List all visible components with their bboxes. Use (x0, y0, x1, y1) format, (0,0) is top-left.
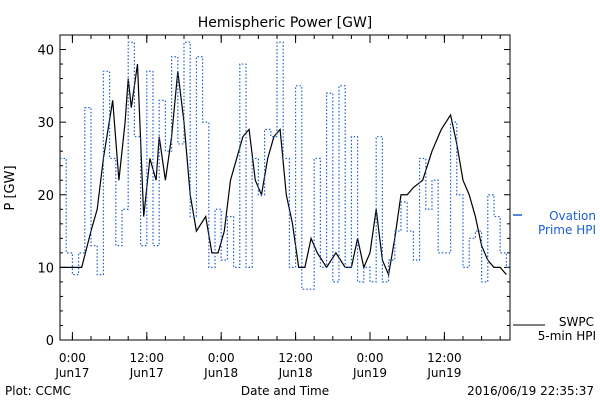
legend-swpc-line-2: 5-min HPI (538, 329, 596, 343)
y-tick-label: 10 (37, 261, 54, 276)
series-ovation-prime-line (60, 41, 510, 290)
x-tick-time-label: 12:00 (129, 351, 164, 365)
x-tick-time-label: 0:00 (59, 351, 86, 365)
chart-title: Hemispheric Power [GW] (198, 15, 373, 31)
y-axis-ticks: 0 10 20 30 40 (37, 44, 510, 349)
series-layer (60, 41, 510, 290)
x-tick-date-label: Jun19 (352, 366, 387, 380)
y-tick-label: 0 (46, 334, 54, 349)
x-tick-time-label: 0:00 (208, 351, 235, 365)
x-tick-date-label: Jun17 (129, 366, 164, 380)
legend-swpc-line-1: SWPC (559, 315, 594, 329)
x-tick-time-label: 0:00 (357, 351, 384, 365)
x-tick-time-label: 12:00 (278, 351, 313, 365)
x-tick-time-label: 12:00 (427, 351, 462, 365)
y-tick-label: 20 (37, 189, 54, 204)
legend-ovation-line-2: Prime HPI (538, 223, 596, 237)
plot-frame (59, 34, 511, 341)
plot-credit: Plot: CCMC (5, 384, 71, 398)
y-tick-label: 30 (37, 116, 54, 131)
y-axis-label: P [GW] (3, 165, 18, 210)
legend-swpc: SWPC 5-min HPI (513, 315, 596, 343)
series-swpc-line (60, 63, 507, 277)
x-axis-label: Date and Time (241, 384, 329, 398)
x-tick-date-label: Jun17 (54, 366, 89, 380)
plot-timestamp: 2016/06/19 22:35:37 (467, 384, 594, 398)
legend-ovation-line-1: Ovation (549, 209, 596, 223)
legend-ovation: Ovation Prime HPI (513, 209, 596, 237)
x-tick-date-label: Jun19 (426, 366, 461, 380)
x-axis-ticks: 0:00Jun1712:00Jun170:00Jun1812:00Jun180:… (54, 35, 501, 380)
y-tick-label: 40 (37, 44, 54, 59)
x-tick-date-label: Jun18 (203, 366, 238, 380)
x-tick-date-label: Jun18 (278, 366, 313, 380)
